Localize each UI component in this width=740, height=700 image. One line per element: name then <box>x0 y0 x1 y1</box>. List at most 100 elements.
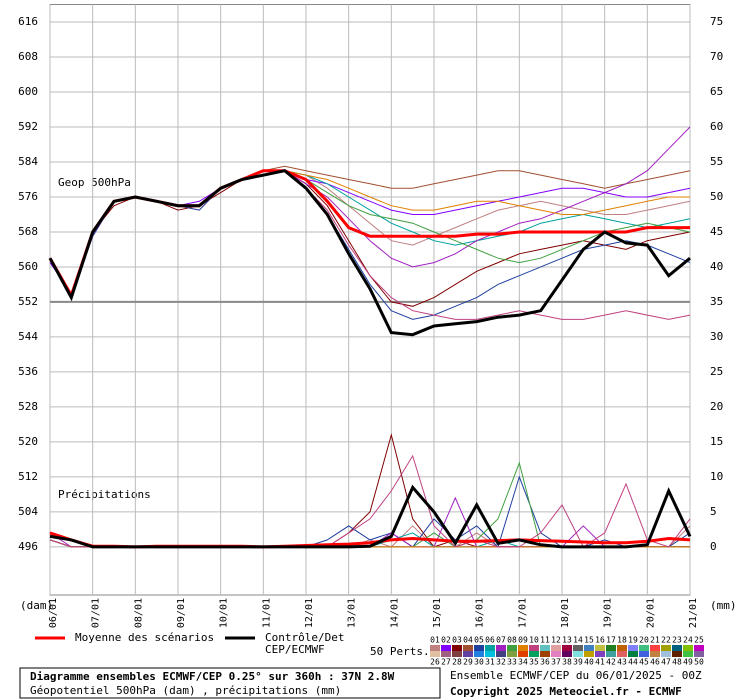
member-swatch <box>485 651 495 657</box>
x-tick-label: 07/01 <box>91 598 102 628</box>
x-tick-label: 15/01 <box>432 598 443 628</box>
member-swatch <box>661 645 671 651</box>
member-swatch <box>562 651 572 657</box>
member-swatch <box>584 651 594 657</box>
member-swatch <box>496 645 506 651</box>
member-swatch <box>441 645 451 651</box>
member-label: 20 <box>639 636 649 645</box>
x-tick-label: 17/01 <box>517 598 528 628</box>
member-label: 13 <box>562 636 572 645</box>
member-swatch <box>540 651 550 657</box>
member-label: 38 <box>562 658 572 667</box>
legend-label: Moyenne des scénarios <box>75 631 214 644</box>
y-tick-label: 552 <box>18 295 38 308</box>
y2-tick-label: 10 <box>710 470 723 483</box>
member-swatch <box>672 645 682 651</box>
member-label: 29 <box>463 658 473 667</box>
series-geop-line <box>48 169 691 337</box>
x-tick-label: 11/01 <box>261 598 272 628</box>
info-box <box>19 667 441 699</box>
copyright: Copyright 2025 Meteociel.fr - ECMWF <box>450 685 682 698</box>
member-swatch <box>661 651 671 657</box>
y-tick-label: 600 <box>18 85 38 98</box>
member-label: 14 <box>573 636 583 645</box>
y2-tick-label: 65 <box>710 85 723 98</box>
member-swatch <box>639 651 649 657</box>
x-tick-label: 19/01 <box>603 598 614 628</box>
chart-subtitle: Géopotentiel 500hPa (dam) , précipitatio… <box>30 684 341 697</box>
member-swatch <box>639 645 649 651</box>
y-tick-label: 584 <box>18 155 38 168</box>
member-label: 07 <box>496 636 506 645</box>
y2-tick-label: 5 <box>710 505 717 518</box>
member-label: 21 <box>650 636 660 645</box>
y-axis-label: (dam) <box>20 599 53 612</box>
y2-tick-label: 60 <box>710 120 723 133</box>
y-tick-label: 576 <box>18 190 38 203</box>
member-swatch <box>430 651 440 657</box>
member-label: 06 <box>485 636 495 645</box>
member-swatch <box>650 645 660 651</box>
member-swatch <box>452 651 462 657</box>
y2-tick-label: 70 <box>710 50 723 63</box>
x-tick-label: 16/01 <box>475 598 486 628</box>
member-swatch <box>650 651 660 657</box>
member-swatch <box>441 651 451 657</box>
y2-axis-label: (mm) <box>710 599 737 612</box>
member-swatch <box>573 645 583 651</box>
y-tick-label: 592 <box>18 120 38 133</box>
member-swatch <box>595 651 605 657</box>
member-label: 50 <box>694 658 704 667</box>
member-swatch <box>606 651 616 657</box>
member-swatch <box>683 645 693 651</box>
member-label: 36 <box>540 658 550 667</box>
precip-label: Précipitations <box>58 488 151 501</box>
member-label: 47 <box>661 658 671 667</box>
y-tick-label: 512 <box>18 470 38 483</box>
y2-tick-label: 40 <box>710 260 723 273</box>
member-label: 23 <box>672 636 682 645</box>
member-swatch <box>463 651 473 657</box>
y-tick-label: 496 <box>18 540 38 553</box>
member-swatch <box>562 645 572 651</box>
member-label: 25 <box>694 636 704 645</box>
member-label: 42 <box>606 658 616 667</box>
y2-tick-label: 20 <box>710 400 723 413</box>
y2-tick-label: 75 <box>710 15 723 28</box>
member-swatch <box>595 645 605 651</box>
x-tick-label: 20/01 <box>645 598 656 628</box>
y-tick-label: 608 <box>18 50 38 63</box>
member-label: 19 <box>628 636 638 645</box>
y-tick-label: 520 <box>18 435 38 448</box>
member-label: 04 <box>463 636 473 645</box>
member-swatch <box>518 651 528 657</box>
member-swatch <box>507 645 517 651</box>
y2-tick-label: 35 <box>710 295 723 308</box>
member-label: 43 <box>617 658 627 667</box>
member-swatch <box>485 645 495 651</box>
y2-tick-label: 15 <box>710 435 723 448</box>
member-label: 01 <box>430 636 440 645</box>
run-info: Ensemble ECMWF/CEP du 06/01/2025 - 00Z <box>450 669 702 682</box>
member-swatch <box>529 651 539 657</box>
member-label: 05 <box>474 636 484 645</box>
member-label: 28 <box>452 658 462 667</box>
series-precip-line <box>49 484 692 549</box>
member-label: 48 <box>672 658 682 667</box>
y2-tick-label: 50 <box>710 190 723 203</box>
member-swatch <box>606 645 616 651</box>
y2-tick-label: 0 <box>710 540 717 553</box>
member-swatch <box>628 651 638 657</box>
member-swatch <box>529 645 539 651</box>
member-label: 32 <box>496 658 506 667</box>
geop-label: Geop 500hPa <box>58 176 131 189</box>
member-label: 30 <box>474 658 484 667</box>
x-tick-label: 14/01 <box>389 598 400 628</box>
y-tick-label: 504 <box>18 505 38 518</box>
member-swatch <box>672 651 682 657</box>
member-label: 09 <box>518 636 528 645</box>
member-label: 34 <box>518 658 528 667</box>
member-label: 15 <box>584 636 594 645</box>
member-label: 33 <box>507 658 517 667</box>
member-label: 39 <box>573 658 583 667</box>
